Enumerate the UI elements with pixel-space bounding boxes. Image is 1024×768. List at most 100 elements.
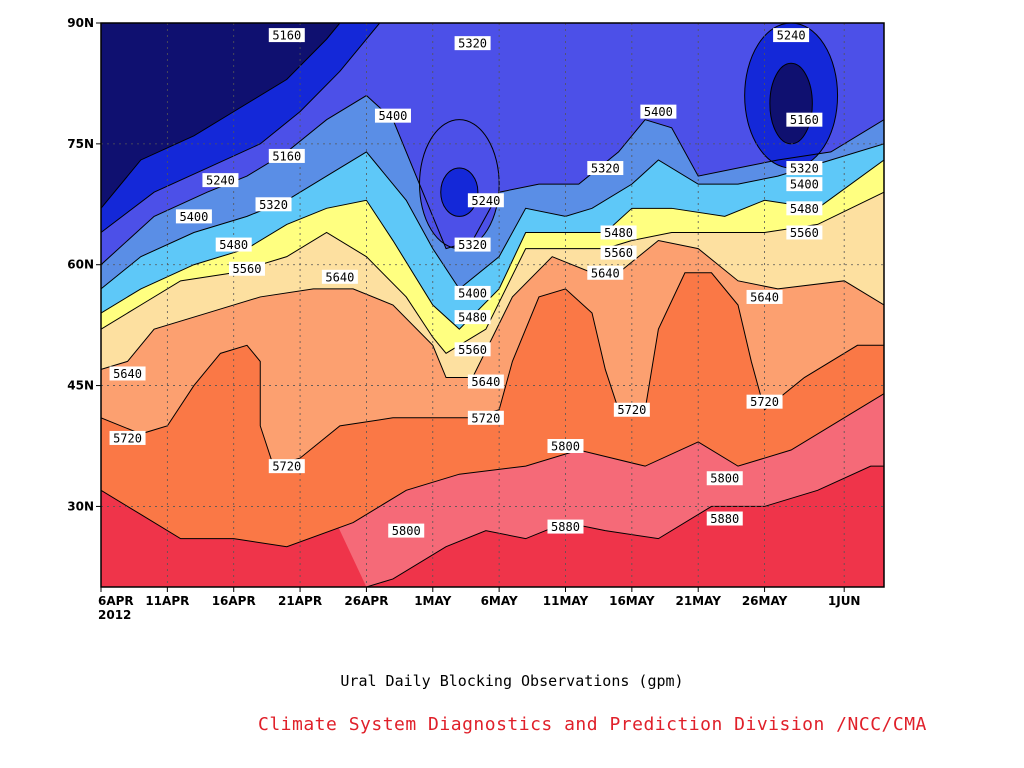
contour-label-box	[454, 285, 491, 300]
contour-label: 5320	[591, 162, 620, 176]
contour-label: 5240	[471, 194, 500, 208]
chart-title: Ural Daily Blocking Observations (gpm)	[340, 672, 684, 690]
contour-label-box	[786, 161, 823, 176]
contour-label-box	[786, 177, 823, 192]
contour-line-5160	[101, 23, 341, 209]
contour-label: 5880	[551, 520, 580, 534]
contour-fill-bands	[101, 23, 884, 587]
contour-label-box	[613, 402, 650, 417]
contour-label-box	[268, 459, 305, 474]
x-tick-label: 6MAY	[481, 594, 518, 608]
contour-label: 5640	[325, 270, 354, 284]
contour-line-5240	[101, 23, 381, 233]
contour-label-box	[454, 237, 491, 252]
contour-label: 5560	[790, 226, 819, 240]
contour-line-5880	[366, 465, 884, 587]
contour-label-box	[746, 394, 783, 409]
contour-label-box	[773, 28, 810, 43]
contour-label: 5800	[710, 472, 739, 486]
chart-credit: Climate System Diagnostics and Predictio…	[258, 714, 927, 735]
contour-label: 5720	[471, 411, 500, 425]
contour-label-box	[374, 108, 411, 123]
contour-label: 5400	[179, 210, 208, 224]
x-tick-label: 26APR	[344, 594, 388, 608]
contour-label-box	[786, 112, 823, 127]
contour-lines	[101, 23, 884, 587]
contour-label: 5640	[471, 375, 500, 389]
x-tick-label: 21MAY	[675, 594, 721, 608]
contour-label-box	[547, 519, 584, 534]
contour-label: 5160	[790, 113, 819, 127]
closed-contour-line-5240	[440, 167, 479, 217]
x-tick-label: 6APR	[98, 594, 134, 608]
contour-line-5800	[101, 393, 884, 548]
contour-label: 5640	[591, 266, 620, 280]
x-tick-label: 16APR	[212, 594, 256, 608]
contour-label: 5560	[604, 246, 633, 260]
x-tick-label: 26MAY	[742, 594, 788, 608]
contour-label-box	[786, 225, 823, 240]
contour-label: 5160	[272, 149, 301, 163]
contour-line-5480	[101, 159, 884, 330]
contour-label-box	[388, 523, 425, 538]
x-tick-label: 11APR	[145, 594, 189, 608]
band-below-5160	[101, 23, 340, 209]
contour-label-box	[454, 342, 491, 357]
contour-label-box	[640, 104, 677, 119]
contour-label-box	[786, 201, 823, 216]
contour-label: 5480	[219, 238, 248, 252]
contour-label-box	[467, 410, 504, 425]
contour-label-box	[321, 269, 358, 284]
contour-label: 5480	[604, 226, 633, 240]
contour-label-box	[600, 225, 637, 240]
contour-label-box	[600, 245, 637, 260]
x-tick-label: 1MAY	[414, 594, 451, 608]
contour-label-box	[109, 430, 146, 445]
contour-label: 5320	[458, 238, 487, 252]
x-tick-label: 11MAY	[543, 594, 589, 608]
y-tick-label: 60N	[67, 258, 94, 272]
plot-frame	[100, 22, 885, 588]
contour-label: 5640	[113, 367, 142, 381]
contour-label: 5800	[392, 524, 421, 538]
contour-line-5720	[101, 272, 884, 467]
contour-label: 5400	[458, 286, 487, 300]
contour-label: 5400	[790, 178, 819, 192]
contour-label-box	[255, 197, 292, 212]
contour-label: 5560	[458, 343, 487, 357]
contour-label: 5240	[777, 29, 806, 43]
contour-label-box	[467, 374, 504, 389]
y-tick-label: 45N	[67, 379, 94, 393]
contour-label-box	[547, 439, 584, 453]
contour-label-box	[706, 471, 743, 486]
y-tick-label: 75N	[67, 137, 94, 151]
contour-label-box	[454, 36, 491, 51]
contour-label: 5160	[272, 29, 301, 43]
contour-label: 5800	[551, 440, 580, 454]
contour-label: 5880	[710, 512, 739, 526]
contour-label: 5720	[750, 395, 779, 409]
x-tick-label: 16MAY	[609, 594, 655, 608]
contour-labels: 5160 5160 5240 5320 5400 5480 5560 5640 5640 5720…	[109, 28, 823, 538]
contour-label: 5480	[790, 202, 819, 216]
contour-label: 5240	[206, 174, 235, 188]
contour-label: 5640	[750, 290, 779, 304]
contour-label-box	[706, 511, 743, 526]
contour-label-box	[109, 366, 146, 381]
contour-label: 5400	[379, 109, 408, 123]
y-tick-label: 90N	[67, 16, 94, 30]
contour-line-5320	[101, 94, 884, 266]
y-axis-ticks: 30N 45N 60N 75N 90N	[67, 16, 101, 513]
contour-label-box	[587, 161, 624, 176]
contour-label: 5480	[458, 311, 487, 325]
contour-label: 5320	[458, 37, 487, 51]
y-tick-label: 30N	[67, 499, 94, 513]
contour-label: 5320	[259, 198, 288, 212]
x-tick-sublabel: 2012	[98, 608, 131, 622]
x-tick-label: 21APR	[278, 594, 322, 608]
contour-label-box	[587, 265, 624, 280]
contour-label-box	[746, 289, 783, 304]
contour-label-box	[454, 310, 491, 325]
contour-label-box	[202, 173, 239, 188]
contour-label: 5720	[272, 460, 301, 474]
